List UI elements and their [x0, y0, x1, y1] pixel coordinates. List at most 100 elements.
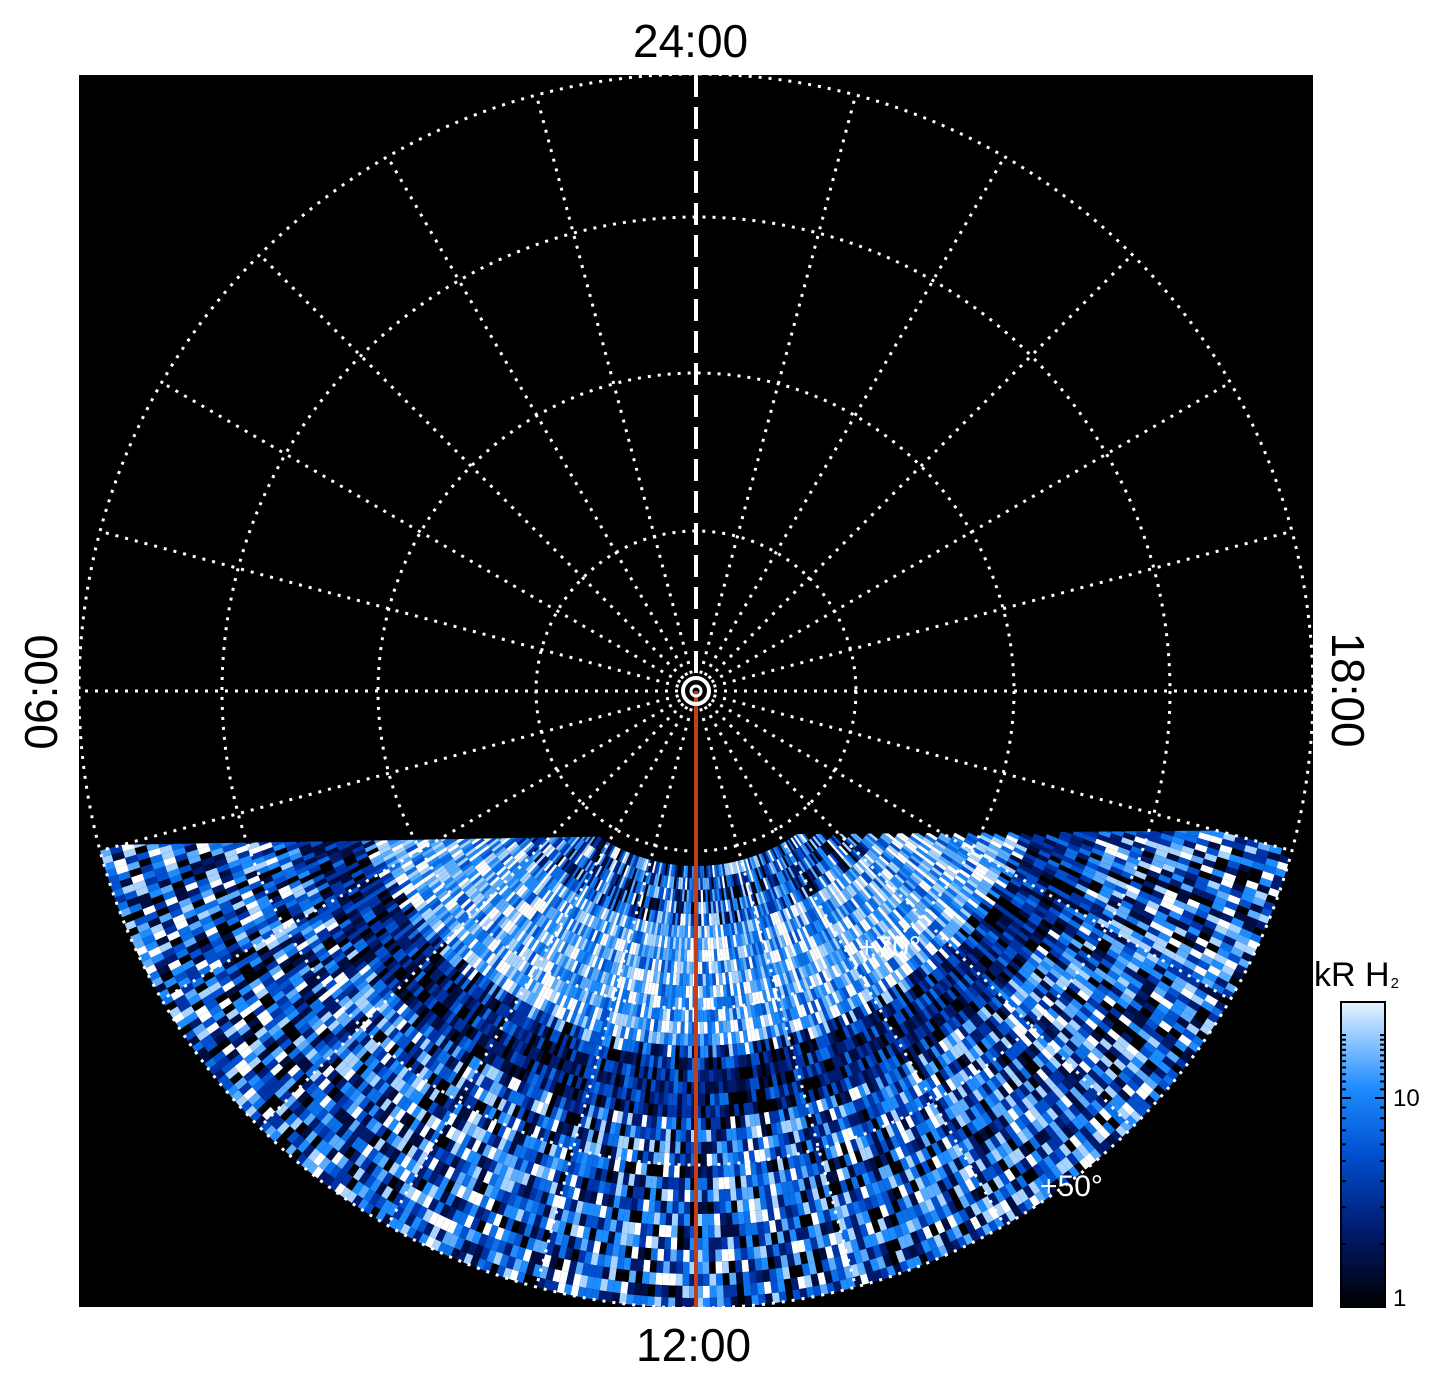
emission-cell	[981, 1209, 994, 1224]
emission-cell	[444, 1193, 456, 1207]
emission-cell	[549, 1016, 559, 1030]
emission-cell	[773, 1061, 780, 1074]
emission-cell	[546, 961, 555, 975]
emission-cell	[832, 865, 843, 877]
emission-cell	[614, 1012, 622, 1026]
emission-cell	[885, 945, 897, 958]
emission-cell	[551, 924, 561, 937]
emission-cell	[866, 1093, 876, 1107]
emission-cell	[805, 1065, 814, 1078]
emission-cell	[479, 1246, 491, 1261]
emission-cell	[1113, 1058, 1127, 1072]
emission-cell	[777, 936, 784, 949]
emission-cell	[822, 1072, 831, 1086]
emission-cell	[1101, 884, 1115, 895]
emission-cell	[839, 974, 849, 987]
emission-cell	[621, 914, 628, 928]
emission-cell	[503, 1242, 514, 1257]
emission-cell	[821, 1085, 830, 1098]
emission-cell	[935, 933, 948, 945]
emission-cell	[889, 861, 901, 872]
emission-cell	[583, 886, 592, 899]
emission-cell	[1194, 988, 1208, 1001]
emission-cell	[557, 1070, 566, 1084]
emission-cell	[855, 1212, 866, 1226]
emission-cell	[1041, 841, 1055, 851]
emission-cell	[648, 872, 654, 885]
emission-cell	[894, 906, 906, 918]
emission-cell	[952, 1211, 964, 1226]
emission-cell	[934, 1112, 946, 1126]
emission-cell	[661, 911, 666, 924]
emission-cell	[732, 1152, 740, 1165]
emission-cell	[801, 926, 810, 939]
emission-cell	[1096, 833, 1110, 843]
emission-cell	[530, 1008, 540, 1021]
emission-cell	[942, 908, 955, 920]
emission-cell	[461, 1120, 472, 1135]
emission-cell	[798, 846, 808, 858]
emission-cell	[846, 1036, 856, 1050]
emission-cell	[763, 1014, 770, 1027]
emission-cell	[1206, 913, 1220, 925]
emission-cell	[742, 871, 748, 884]
emission-cell	[986, 846, 999, 856]
emission-cell	[826, 940, 835, 953]
emission-cell	[560, 1234, 570, 1248]
emission-cell	[741, 896, 747, 909]
emission-cell	[856, 1123, 866, 1137]
emission-cell	[758, 1185, 766, 1198]
emission-cell	[908, 1086, 919, 1100]
emission-cell	[1050, 1103, 1064, 1117]
emission-cell	[719, 1213, 727, 1226]
emission-cell	[701, 937, 705, 950]
emission-cell	[720, 1044, 726, 1058]
emission-cell	[523, 1223, 533, 1238]
emission-cell	[1087, 856, 1101, 866]
emission-cell	[623, 852, 630, 865]
emission-cell	[839, 1000, 849, 1014]
emission-cell	[719, 948, 724, 961]
emission-cell	[733, 922, 738, 935]
emission-cell	[935, 1206, 947, 1221]
emission-cell	[998, 1185, 1011, 1200]
emission-cell	[587, 1104, 595, 1118]
emission-cell	[737, 994, 744, 1008]
emission-cell	[758, 1027, 765, 1041]
emission-cell	[590, 929, 599, 942]
emission-cell	[529, 993, 539, 1007]
emission-cell	[619, 951, 626, 965]
emission-cell	[762, 1172, 770, 1186]
emission-cell	[968, 1047, 980, 1060]
emission-cell	[775, 961, 783, 975]
emission-cell	[910, 854, 922, 865]
emission-cell	[954, 1028, 966, 1041]
emission-cell	[921, 1007, 933, 1021]
emission-cell	[608, 1267, 617, 1281]
emission-cell	[1130, 1092, 1145, 1106]
emission-cell	[1253, 854, 1268, 865]
emission-cell	[967, 952, 979, 965]
emission-cell	[1147, 834, 1161, 844]
emission-cell	[702, 1249, 709, 1262]
emission-cell	[822, 887, 832, 900]
emission-cell	[719, 984, 724, 998]
emission-cell	[834, 949, 844, 962]
emission-cell	[782, 1046, 790, 1060]
emission-cell	[711, 865, 716, 878]
emission-cell	[689, 877, 692, 890]
emission-cell	[683, 961, 687, 974]
emission-cell	[509, 1050, 519, 1064]
emission-cell	[567, 958, 576, 972]
emission-cell	[1027, 956, 1040, 969]
emission-cell	[648, 994, 655, 1008]
emission-cell	[748, 992, 754, 1006]
emission-cell	[610, 949, 617, 962]
emission-cell	[900, 1117, 911, 1131]
emission-cell	[1072, 1014, 1085, 1027]
emission-cell	[626, 1015, 633, 1028]
emission-cell	[892, 1067, 903, 1081]
emission-cell	[653, 1296, 662, 1307]
emission-cell	[952, 933, 965, 945]
emission-cell	[1000, 892, 1013, 903]
